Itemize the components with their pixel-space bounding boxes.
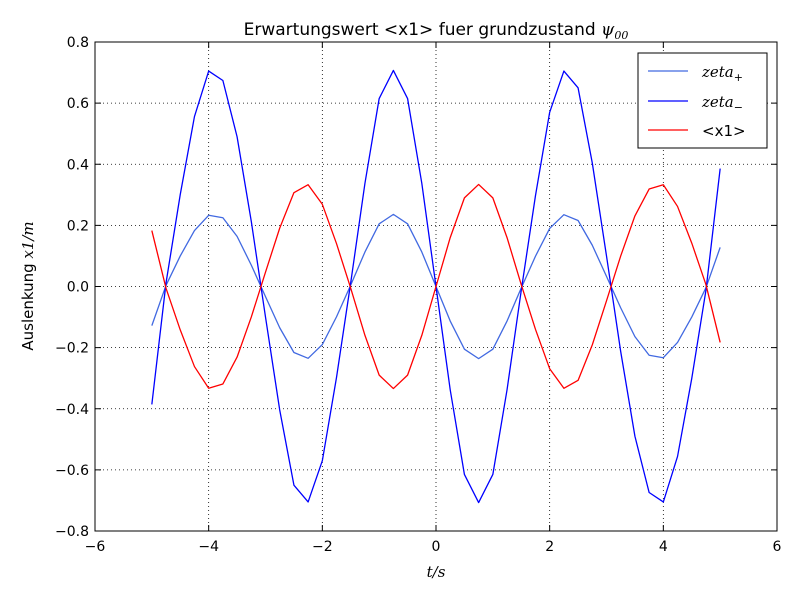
x-tick-label: −4 bbox=[198, 539, 219, 555]
legend: zeta+ zeta− <x1> bbox=[637, 52, 768, 149]
y-tick-label: −0.4 bbox=[55, 402, 89, 418]
legend-label-zeta-plus: zeta+ bbox=[701, 63, 743, 84]
x-tick-label: −6 bbox=[85, 539, 106, 555]
y-tick-label: 0.2 bbox=[67, 218, 89, 234]
y-axis-label: Auslenkung x1/m bbox=[19, 221, 37, 350]
x-tick-label: 6 bbox=[773, 539, 782, 555]
y-tick-label: −0.6 bbox=[55, 463, 89, 479]
plot-area: −6 −4 −2 0 2 4 6 −0.8 −0.6 −0.4 −0.2 0.0 0.2 0.4 0.6 0.… bbox=[55, 35, 782, 555]
y-tick-label: −0.2 bbox=[55, 341, 89, 357]
y-tick-label: 0.0 bbox=[67, 280, 89, 296]
x-axis-label: t/s bbox=[427, 563, 446, 581]
y-tick-label: −0.8 bbox=[55, 524, 89, 540]
x-tick-label: 4 bbox=[659, 539, 668, 555]
y-tick-label: 0.4 bbox=[67, 157, 89, 173]
legend-label-x1: <x1> bbox=[702, 122, 746, 140]
y-tick-label: 0.8 bbox=[67, 35, 89, 51]
x-tick-label: 2 bbox=[545, 539, 554, 555]
chart-title: Erwartungswert <x1> fuer grundzustand ψ0… bbox=[244, 20, 629, 42]
legend-label-zeta-minus: zeta− bbox=[701, 93, 743, 114]
x-tick-label: −2 bbox=[312, 539, 333, 555]
x-tick-label: 0 bbox=[432, 539, 441, 555]
series-line-x1 bbox=[151, 183, 721, 390]
y-tick-label: 0.6 bbox=[67, 96, 89, 112]
